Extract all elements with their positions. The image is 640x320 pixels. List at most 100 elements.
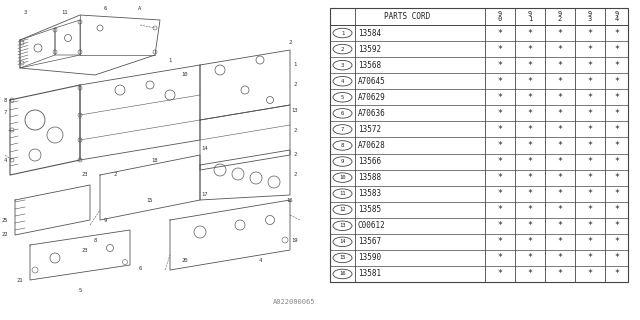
Text: *: * bbox=[497, 93, 502, 102]
Text: *: * bbox=[614, 61, 619, 70]
Text: 4: 4 bbox=[259, 258, 262, 262]
Text: *: * bbox=[497, 221, 502, 230]
Text: 20: 20 bbox=[182, 258, 188, 262]
Text: 2: 2 bbox=[293, 172, 296, 178]
Text: *: * bbox=[527, 61, 532, 70]
Text: *: * bbox=[557, 61, 563, 70]
Text: *: * bbox=[557, 189, 563, 198]
Text: *: * bbox=[557, 125, 563, 134]
Text: *: * bbox=[614, 205, 619, 214]
Text: *: * bbox=[588, 157, 593, 166]
Text: 16: 16 bbox=[339, 271, 346, 276]
Text: *: * bbox=[614, 141, 619, 150]
Text: *: * bbox=[557, 205, 563, 214]
Text: *: * bbox=[557, 28, 563, 37]
Text: *: * bbox=[497, 269, 502, 278]
Text: *: * bbox=[557, 173, 563, 182]
Text: 7: 7 bbox=[3, 109, 6, 115]
Text: *: * bbox=[588, 189, 593, 198]
Text: 4: 4 bbox=[341, 79, 344, 84]
Text: 9
4: 9 4 bbox=[614, 11, 619, 22]
Text: *: * bbox=[588, 141, 593, 150]
Text: A70636: A70636 bbox=[358, 109, 386, 118]
Text: *: * bbox=[588, 205, 593, 214]
Text: *: * bbox=[557, 253, 563, 262]
Text: *: * bbox=[588, 61, 593, 70]
Text: *: * bbox=[557, 109, 563, 118]
Text: *: * bbox=[497, 253, 502, 262]
Text: *: * bbox=[588, 93, 593, 102]
Text: *: * bbox=[527, 77, 532, 86]
Text: 5: 5 bbox=[341, 95, 344, 100]
Text: 19: 19 bbox=[292, 237, 298, 243]
Text: *: * bbox=[527, 93, 532, 102]
Text: *: * bbox=[614, 269, 619, 278]
Text: *: * bbox=[588, 269, 593, 278]
Text: 17: 17 bbox=[202, 193, 208, 197]
Text: 5: 5 bbox=[78, 287, 82, 292]
Text: *: * bbox=[588, 44, 593, 53]
Text: *: * bbox=[557, 93, 563, 102]
Text: 13567: 13567 bbox=[358, 237, 381, 246]
Text: *: * bbox=[527, 141, 532, 150]
Text: 8: 8 bbox=[3, 98, 6, 102]
Text: *: * bbox=[614, 237, 619, 246]
Text: 9
3: 9 3 bbox=[588, 11, 592, 22]
Text: 11: 11 bbox=[61, 10, 68, 14]
Text: 18: 18 bbox=[152, 157, 158, 163]
Text: *: * bbox=[527, 237, 532, 246]
Text: *: * bbox=[497, 77, 502, 86]
Text: *: * bbox=[557, 157, 563, 166]
Text: 13566: 13566 bbox=[358, 157, 381, 166]
Text: *: * bbox=[527, 125, 532, 134]
Text: *: * bbox=[588, 77, 593, 86]
Text: 15: 15 bbox=[339, 255, 346, 260]
Text: 8: 8 bbox=[93, 237, 97, 243]
Text: *: * bbox=[497, 173, 502, 182]
Text: *: * bbox=[614, 189, 619, 198]
Text: 6: 6 bbox=[104, 5, 107, 11]
Text: *: * bbox=[614, 77, 619, 86]
Text: 2: 2 bbox=[293, 153, 296, 157]
Text: 13572: 13572 bbox=[358, 125, 381, 134]
Text: *: * bbox=[614, 93, 619, 102]
Text: *: * bbox=[497, 125, 502, 134]
Text: 13568: 13568 bbox=[358, 61, 381, 70]
Text: *: * bbox=[588, 253, 593, 262]
Text: *: * bbox=[557, 237, 563, 246]
Text: *: * bbox=[588, 221, 593, 230]
Text: 2: 2 bbox=[341, 47, 344, 52]
Text: A: A bbox=[138, 5, 141, 11]
Text: 21: 21 bbox=[17, 277, 23, 283]
Text: *: * bbox=[614, 28, 619, 37]
Text: *: * bbox=[497, 237, 502, 246]
Text: 1: 1 bbox=[341, 30, 344, 36]
Text: *: * bbox=[497, 28, 502, 37]
Text: 25: 25 bbox=[2, 218, 8, 222]
Text: 6: 6 bbox=[341, 111, 344, 116]
Text: *: * bbox=[527, 221, 532, 230]
Text: *: * bbox=[614, 44, 619, 53]
Text: *: * bbox=[557, 141, 563, 150]
Text: *: * bbox=[527, 189, 532, 198]
Text: 13592: 13592 bbox=[358, 44, 381, 53]
Text: PARTS CORD: PARTS CORD bbox=[385, 12, 431, 21]
Text: 2: 2 bbox=[289, 39, 292, 44]
Text: 9
0: 9 0 bbox=[498, 11, 502, 22]
Text: 11: 11 bbox=[339, 191, 346, 196]
Text: *: * bbox=[497, 44, 502, 53]
Text: 6: 6 bbox=[138, 266, 141, 270]
Text: *: * bbox=[497, 61, 502, 70]
Text: *: * bbox=[557, 221, 563, 230]
Text: C00612: C00612 bbox=[358, 221, 386, 230]
Text: A70629: A70629 bbox=[358, 93, 386, 102]
Text: 9: 9 bbox=[104, 218, 107, 222]
Text: 1: 1 bbox=[168, 58, 172, 62]
Text: *: * bbox=[527, 269, 532, 278]
Text: 10: 10 bbox=[182, 73, 188, 77]
Text: *: * bbox=[527, 253, 532, 262]
Text: 3: 3 bbox=[24, 10, 27, 14]
Text: 13581: 13581 bbox=[358, 269, 381, 278]
Text: *: * bbox=[527, 109, 532, 118]
Text: *: * bbox=[497, 141, 502, 150]
